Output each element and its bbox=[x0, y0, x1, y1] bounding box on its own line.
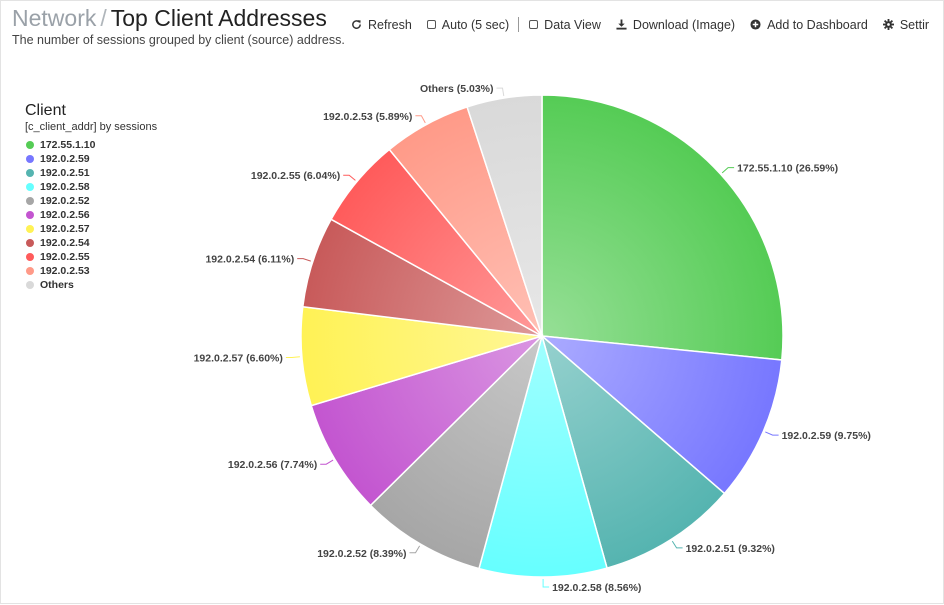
plus-circle-icon bbox=[750, 19, 761, 30]
label-leader-line bbox=[415, 115, 426, 124]
legend-item[interactable]: 192.0.2.54 bbox=[25, 236, 157, 250]
legend-item[interactable]: 192.0.2.51 bbox=[25, 166, 157, 180]
legend-item[interactable]: 172.55.1.10 bbox=[25, 138, 157, 152]
legend: Client [c_client_addr] by sessions 172.5… bbox=[25, 101, 157, 292]
add-to-dashboard-button[interactable]: Add to Dashboard bbox=[750, 18, 868, 32]
legend-subtitle: [c_client_addr] by sessions bbox=[25, 121, 158, 133]
legend-swatch bbox=[26, 155, 34, 163]
legend-label: Others bbox=[40, 279, 74, 291]
legend-swatch bbox=[26, 281, 34, 289]
pie-slice[interactable] bbox=[466, 94, 543, 337]
legend-label: 192.0.2.58 bbox=[40, 181, 90, 193]
header: Network / Top Client Addresses The number … bbox=[12, 4, 345, 47]
slice-label: 192.0.2.59 (9.75%) bbox=[782, 430, 871, 442]
label-leader-line bbox=[721, 167, 735, 174]
slice-label: 192.0.2.54 (6.11%) bbox=[205, 254, 294, 266]
settings-button[interactable]: Settir bbox=[882, 17, 930, 32]
slice-label: 192.0.2.51 (9.32%) bbox=[686, 543, 775, 555]
legend-label: 192.0.2.55 bbox=[40, 251, 90, 263]
slice-label: 192.0.2.58 (8.56%) bbox=[552, 582, 641, 594]
legend-label: 192.0.2.56 bbox=[40, 209, 90, 221]
label-leader-line bbox=[409, 545, 421, 554]
legend-swatch bbox=[26, 197, 34, 205]
settings-label: Settir bbox=[899, 17, 930, 32]
breadcrumb-separator: / bbox=[100, 5, 107, 31]
legend-swatch bbox=[26, 169, 34, 177]
pie-slice[interactable] bbox=[310, 335, 543, 507]
legend-swatch bbox=[26, 239, 34, 247]
slice-label: 192.0.2.53 (5.89%) bbox=[323, 111, 412, 123]
breadcrumb: Network / Top Client Addresses bbox=[12, 4, 345, 32]
label-leader-line bbox=[542, 579, 550, 588]
download-image-button[interactable]: Download (Image) bbox=[616, 18, 735, 32]
legend-item[interactable]: 192.0.2.58 bbox=[25, 180, 157, 194]
refresh-label: Refresh bbox=[368, 17, 412, 32]
slice-label: 172.55.1.10 (26.59%) bbox=[737, 163, 838, 175]
label-leader-line bbox=[496, 87, 505, 97]
pie-slice[interactable] bbox=[541, 94, 784, 361]
pie-labels: 172.55.1.10 (26.59%) 192.0.2.59 (9.75%) 19… bbox=[194, 83, 871, 594]
download-icon bbox=[616, 19, 627, 30]
legend-item[interactable]: 192.0.2.52 bbox=[25, 194, 157, 208]
legend-swatch bbox=[26, 253, 34, 261]
label-leader-line bbox=[297, 258, 311, 262]
toolbar-divider bbox=[518, 17, 520, 32]
breadcrumb-parent-link[interactable]: Network bbox=[12, 5, 97, 31]
label-leader-line bbox=[285, 356, 300, 358]
legend-label: 192.0.2.51 bbox=[40, 167, 90, 179]
pie-slices bbox=[300, 94, 784, 578]
data-view-label: Data View bbox=[544, 17, 601, 32]
legend-item[interactable]: Others bbox=[25, 278, 157, 292]
refresh-icon bbox=[352, 20, 361, 29]
legend-swatch bbox=[26, 183, 34, 191]
legend-swatch bbox=[26, 211, 34, 219]
checkbox-icon bbox=[529, 20, 539, 29]
page-subtitle: The number of sessions grouped by client… bbox=[12, 33, 345, 47]
checkbox-icon bbox=[426, 20, 436, 29]
label-leader-line bbox=[671, 540, 683, 549]
legend-label: 192.0.2.59 bbox=[40, 153, 90, 165]
toolbar: Refresh Auto (5 sec) Data View Download … bbox=[351, 17, 944, 32]
legend-item[interactable]: 192.0.2.53 bbox=[25, 264, 157, 278]
legend-item[interactable]: 192.0.2.57 bbox=[25, 222, 157, 236]
auto-refresh-label: Auto (5 sec) bbox=[441, 17, 510, 32]
legend-swatch bbox=[26, 267, 34, 275]
legend-label: 192.0.2.57 bbox=[40, 223, 90, 235]
legend-label: 192.0.2.53 bbox=[40, 265, 90, 277]
legend-item[interactable]: 192.0.2.55 bbox=[25, 250, 157, 264]
label-leader-line bbox=[343, 174, 356, 181]
legend-label: 172.55.1.10 bbox=[40, 139, 96, 151]
slice-label: 192.0.2.56 (7.74%) bbox=[228, 459, 317, 471]
pie-slice[interactable] bbox=[369, 333, 544, 570]
pie-slice[interactable] bbox=[539, 335, 783, 495]
refresh-button[interactable]: Refresh bbox=[351, 18, 412, 32]
pie-slice[interactable] bbox=[540, 333, 726, 569]
label-leader-line bbox=[765, 431, 779, 436]
legend-title: Client bbox=[25, 102, 66, 119]
data-view-checkbox[interactable]: Data View bbox=[529, 18, 601, 32]
legend-label: 192.0.2.54 bbox=[40, 237, 90, 249]
slice-label: 192.0.2.55 (6.04%) bbox=[251, 170, 340, 182]
legend-swatch bbox=[26, 141, 34, 149]
slice-label: 192.0.2.52 (8.39%) bbox=[317, 548, 406, 560]
legend-item[interactable]: 192.0.2.59 bbox=[25, 152, 157, 166]
gear-icon bbox=[882, 19, 894, 30]
slice-label: Others (5.03%) bbox=[420, 83, 494, 95]
legend-label: 192.0.2.52 bbox=[40, 195, 90, 207]
label-leader-line bbox=[320, 459, 334, 465]
slice-label: 192.0.2.57 (6.60%) bbox=[194, 353, 283, 365]
add-to-dashboard-label: Add to Dashboard bbox=[767, 17, 868, 32]
pie-slice[interactable] bbox=[478, 333, 608, 578]
auto-refresh-checkbox[interactable]: Auto (5 sec) bbox=[426, 17, 510, 32]
page-title: Top Client Addresses bbox=[110, 5, 327, 31]
legend-swatch bbox=[26, 225, 34, 233]
legend-item[interactable]: 192.0.2.56 bbox=[25, 208, 157, 222]
legend-items: 172.55.1.10 192.0.2.59 192.0.2.51 192.0.2.5… bbox=[25, 138, 157, 292]
download-label: Download (Image) bbox=[632, 17, 736, 32]
